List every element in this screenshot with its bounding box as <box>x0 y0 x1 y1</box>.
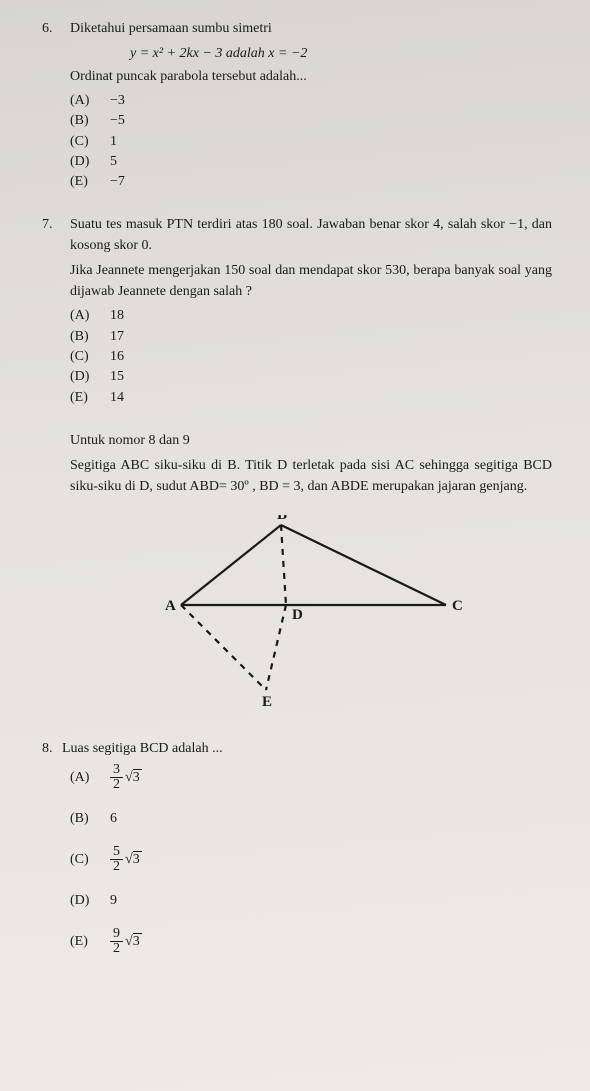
option-value: 923 <box>110 927 142 956</box>
q7-option-a: (A) 18 <box>70 306 552 326</box>
q8-options: (A) 323 (B) 6 (C) 523 (D) 9 (E) 923 <box>70 763 552 956</box>
svg-text:E: E <box>262 694 272 710</box>
q6-equation: y = x² + 2kx − 3 adalah x = −2 <box>70 43 552 64</box>
q7-p2: Jika Jeannete mengerjakan 150 soal dan m… <box>70 260 552 302</box>
option-label: (B) <box>70 111 96 131</box>
option-value: 14 <box>110 388 124 408</box>
option-value: 18 <box>110 306 124 326</box>
q6-number: 6. <box>42 18 53 39</box>
q8-number: 8. <box>42 741 53 756</box>
option-label: (C) <box>70 849 96 870</box>
option-label: (C) <box>70 132 96 152</box>
q8-option-e: (E) 923 <box>70 927 552 956</box>
option-label: (D) <box>70 152 96 172</box>
option-label: (B) <box>70 808 96 829</box>
q8-option-d: (D) 9 <box>70 890 552 911</box>
diagram-svg: A B C D E <box>151 515 471 710</box>
option-value: 15 <box>110 367 124 387</box>
option-value: −5 <box>110 111 125 131</box>
q6-option-e: (E) −7 <box>70 172 552 192</box>
question-7: 7. Suatu tes masuk PTN terdiri atas 180 … <box>70 214 552 407</box>
option-label: (D) <box>70 890 96 911</box>
context-heading: Untuk nomor 8 dan 9 <box>70 430 552 451</box>
option-label: (A) <box>70 306 96 326</box>
q7-option-e: (E) 14 <box>70 388 552 408</box>
option-value: 16 <box>110 347 124 367</box>
option-label: (E) <box>70 388 96 408</box>
q6-option-c: (C) 1 <box>70 132 552 152</box>
q6-line2: Ordinat puncak parabola tersebut adalah.… <box>70 66 552 87</box>
option-label: (E) <box>70 931 96 952</box>
option-value: 6 <box>110 808 117 829</box>
triangle-diagram: A B C D E <box>70 515 552 710</box>
svg-text:B: B <box>277 515 287 523</box>
q6-option-d: (D) 5 <box>70 152 552 172</box>
option-value: 17 <box>110 327 124 347</box>
option-label: (E) <box>70 172 96 192</box>
q6-option-b: (B) −5 <box>70 111 552 131</box>
q7-p1: Suatu tes masuk PTN terdiri atas 180 soa… <box>70 214 552 256</box>
question-6: 6. Diketahui persamaan sumbu simetri y =… <box>70 18 552 192</box>
svg-text:A: A <box>165 598 176 614</box>
option-label: (A) <box>70 767 96 788</box>
q8-option-a: (A) 323 <box>70 763 552 792</box>
option-value: 1 <box>110 132 117 152</box>
q8-text: Luas segitiga BCD adalah ... <box>62 741 223 756</box>
option-value: 9 <box>110 890 117 911</box>
option-label: (B) <box>70 327 96 347</box>
svg-text:D: D <box>292 607 303 623</box>
q7-option-b: (B) 17 <box>70 327 552 347</box>
option-value: 523 <box>110 845 142 874</box>
q8-option-c: (C) 523 <box>70 845 552 874</box>
q7-number: 7. <box>42 214 53 235</box>
q6-line1: Diketahui persamaan sumbu simetri <box>70 18 552 39</box>
q7-option-d: (D) 15 <box>70 367 552 387</box>
q7-options: (A) 18 (B) 17 (C) 16 (D) 15 (E) 14 <box>70 306 552 407</box>
context-8-9: Untuk nomor 8 dan 9 Segitiga ABC siku-si… <box>70 430 552 497</box>
page: 6. Diketahui persamaan sumbu simetri y =… <box>0 0 590 1091</box>
q6-options: (A) −3 (B) −5 (C) 1 (D) 5 (E) −7 <box>70 91 552 192</box>
context-text: Segitiga ABC siku-siku di B. Titik D ter… <box>70 455 552 497</box>
option-value: −3 <box>110 91 125 111</box>
q8-option-b: (B) 6 <box>70 808 552 829</box>
q6-option-a: (A) −3 <box>70 91 552 111</box>
option-value: 5 <box>110 152 117 172</box>
option-label: (C) <box>70 347 96 367</box>
option-value: 323 <box>110 763 142 792</box>
q7-option-c: (C) 16 <box>70 347 552 367</box>
option-label: (A) <box>70 91 96 111</box>
option-label: (D) <box>70 367 96 387</box>
option-value: −7 <box>110 172 125 192</box>
svg-text:C: C <box>452 598 463 614</box>
question-8: 8. Luas segitiga BCD adalah ... (A) 323 … <box>42 738 552 956</box>
